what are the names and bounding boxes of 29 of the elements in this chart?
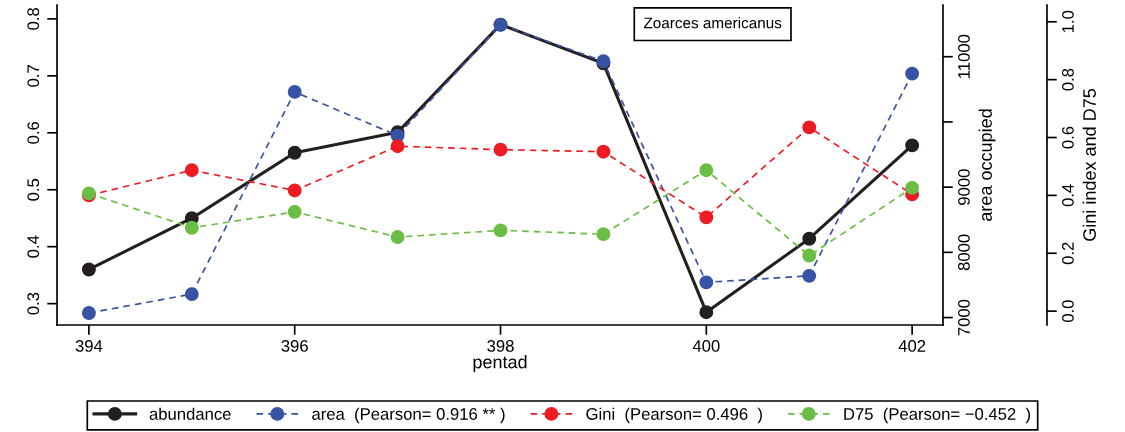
y-tick-label: 0.7 [27,65,40,87]
y2-axis-title: area occupied [978,109,996,221]
x-tick-label: 398 [487,340,514,352]
y-tick-label: 0.6 [27,121,40,144]
y3-tick-label: 0.8 [1062,68,1074,91]
legend-label: abundance [149,407,231,420]
y-tick-label: 0.4 [27,235,40,258]
y2-tick-label: 11000 [958,34,970,78]
annotation: Zoarces americanus [643,17,782,29]
y3-tick-label: 1.0 [1062,10,1074,33]
legend-label: Gini (Pearson= 0.496 ) [586,407,762,424]
x-axis-title: pentad [473,355,527,372]
legend-label: D75 (Pearson= −0.452 ) [844,407,1030,424]
x-tick-label: 396 [281,340,308,352]
legend-label: area (Pearson= 0.916 ** ) [312,407,505,424]
y2-tick-label: 7000 [958,299,970,336]
x-tick-label: 402 [898,340,926,352]
y-tick-label: 0.5 [27,178,40,201]
x-tick-label: 400 [692,340,720,352]
y3-axis-title: Gini index and D75 [1082,88,1096,241]
y3-tick-label: 0.4 [1062,184,1074,207]
y-tick-label: 0.3 [27,292,40,315]
y2-tick-label: 8000 [958,234,970,271]
y3-tick-label: 0.6 [1062,126,1074,149]
x-tick-label: 394 [75,340,103,352]
y3-tick-label: 0.2 [1062,242,1074,265]
y2-tick-label: 9000 [958,169,970,205]
y3-tick-label: 0.0 [1062,300,1074,323]
y-tick-label: 0.8 [27,8,40,30]
